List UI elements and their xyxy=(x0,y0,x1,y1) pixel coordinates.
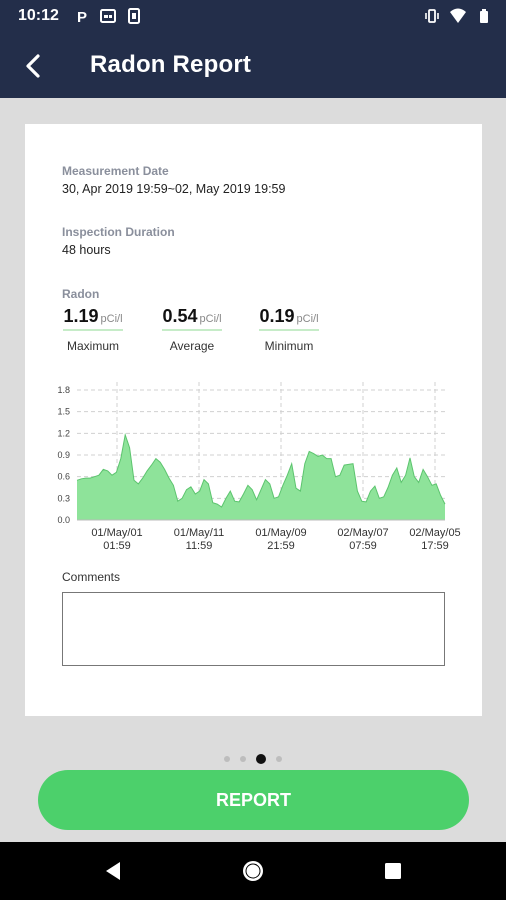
parking-icon: P xyxy=(77,9,87,24)
notification-icons: P xyxy=(74,8,142,24)
stat-unit: pCi/l xyxy=(100,313,123,325)
stat-value: 0.54 xyxy=(162,306,198,326)
y-tick-label: 1.8 xyxy=(57,385,70,395)
inspection-duration-value: 48 hours xyxy=(62,243,111,257)
y-tick-label: 0.0 xyxy=(57,515,70,525)
stat-caption: Maximum xyxy=(66,339,119,353)
page-dot-active[interactable] xyxy=(256,754,266,764)
x-tick-label: 01/May/01 xyxy=(91,527,142,539)
sim-icon xyxy=(128,8,140,24)
radon-area xyxy=(77,434,445,520)
page-dot[interactable] xyxy=(240,756,246,762)
x-tick-label: 21:59 xyxy=(267,540,295,552)
page-dot[interactable] xyxy=(276,756,282,762)
report-card: Measurement Date 30, Apr 2019 19:59~02, … xyxy=(25,124,482,716)
stat-unit: pCi/l xyxy=(296,313,319,325)
nav-home-icon[interactable] xyxy=(240,858,266,884)
measurement-date-label: Measurement Date xyxy=(62,164,169,178)
radon-stat-minimum: 0.19 pCi/l Minimum xyxy=(244,306,334,353)
radon-line xyxy=(76,432,446,508)
nav-back-icon[interactable] xyxy=(100,858,126,884)
page-indicator xyxy=(0,752,506,766)
stat-value-row: 0.54 pCi/l xyxy=(162,306,222,331)
inspection-duration-label: Inspection Duration xyxy=(62,225,175,239)
radon-label: Radon xyxy=(62,287,100,301)
y-tick-label: 0.6 xyxy=(57,472,70,482)
status-bar: 10:12 P xyxy=(0,0,506,32)
nav-recents-icon[interactable] xyxy=(380,858,406,884)
stat-value-row: 1.19 pCi/l xyxy=(63,306,123,331)
comments-field[interactable] xyxy=(62,592,445,666)
report-button[interactable]: REPORT xyxy=(38,770,469,830)
app-bar: Radon Report xyxy=(0,32,506,98)
x-tick-label: 17:59 xyxy=(421,540,449,552)
comments-label: Comments xyxy=(62,570,121,584)
card-icon xyxy=(100,9,116,23)
radon-stat-average: 0.54 pCi/l Average xyxy=(147,306,237,353)
x-tick-label: 02/May/05 xyxy=(409,527,460,539)
y-tick-label: 1.5 xyxy=(57,407,70,417)
stat-value-row: 0.19 pCi/l xyxy=(259,306,319,331)
back-button[interactable] xyxy=(18,49,52,83)
wifi-icon xyxy=(450,8,466,23)
svg-text:P: P xyxy=(77,9,87,24)
measurement-date-value: 30, Apr 2019 19:59~02, May 2019 19:59 xyxy=(62,182,286,196)
x-tick-label: 01/May/11 xyxy=(174,527,225,539)
y-tick-label: 0.9 xyxy=(57,450,70,460)
stat-caption: Minimum xyxy=(264,339,314,353)
vibrate-icon xyxy=(425,9,439,23)
stat-value: 0.19 xyxy=(259,306,295,326)
x-tick-label: 11:59 xyxy=(186,540,213,552)
stat-caption: Average xyxy=(169,339,215,353)
back-arrow-icon xyxy=(26,54,40,78)
page-dot[interactable] xyxy=(224,756,230,762)
navigation-bar xyxy=(0,842,506,900)
stat-unit: pCi/l xyxy=(199,313,222,325)
x-tick-label: 01/May/09 xyxy=(255,527,306,539)
system-status-icons xyxy=(424,8,492,24)
x-tick-label: 07:59 xyxy=(349,540,377,552)
x-tick-label: 02/May/07 xyxy=(337,527,388,539)
radon-stat-maximum: 1.19 pCi/l Maximum xyxy=(48,306,138,353)
page-title: Radon Report xyxy=(90,51,252,78)
status-time: 10:12 xyxy=(18,7,59,24)
stat-value: 1.19 xyxy=(63,306,99,326)
x-tick-label: 01:59 xyxy=(103,540,131,552)
y-tick-label: 0.3 xyxy=(57,493,70,503)
battery-icon xyxy=(480,9,488,23)
y-tick-label: 1.2 xyxy=(57,428,70,438)
